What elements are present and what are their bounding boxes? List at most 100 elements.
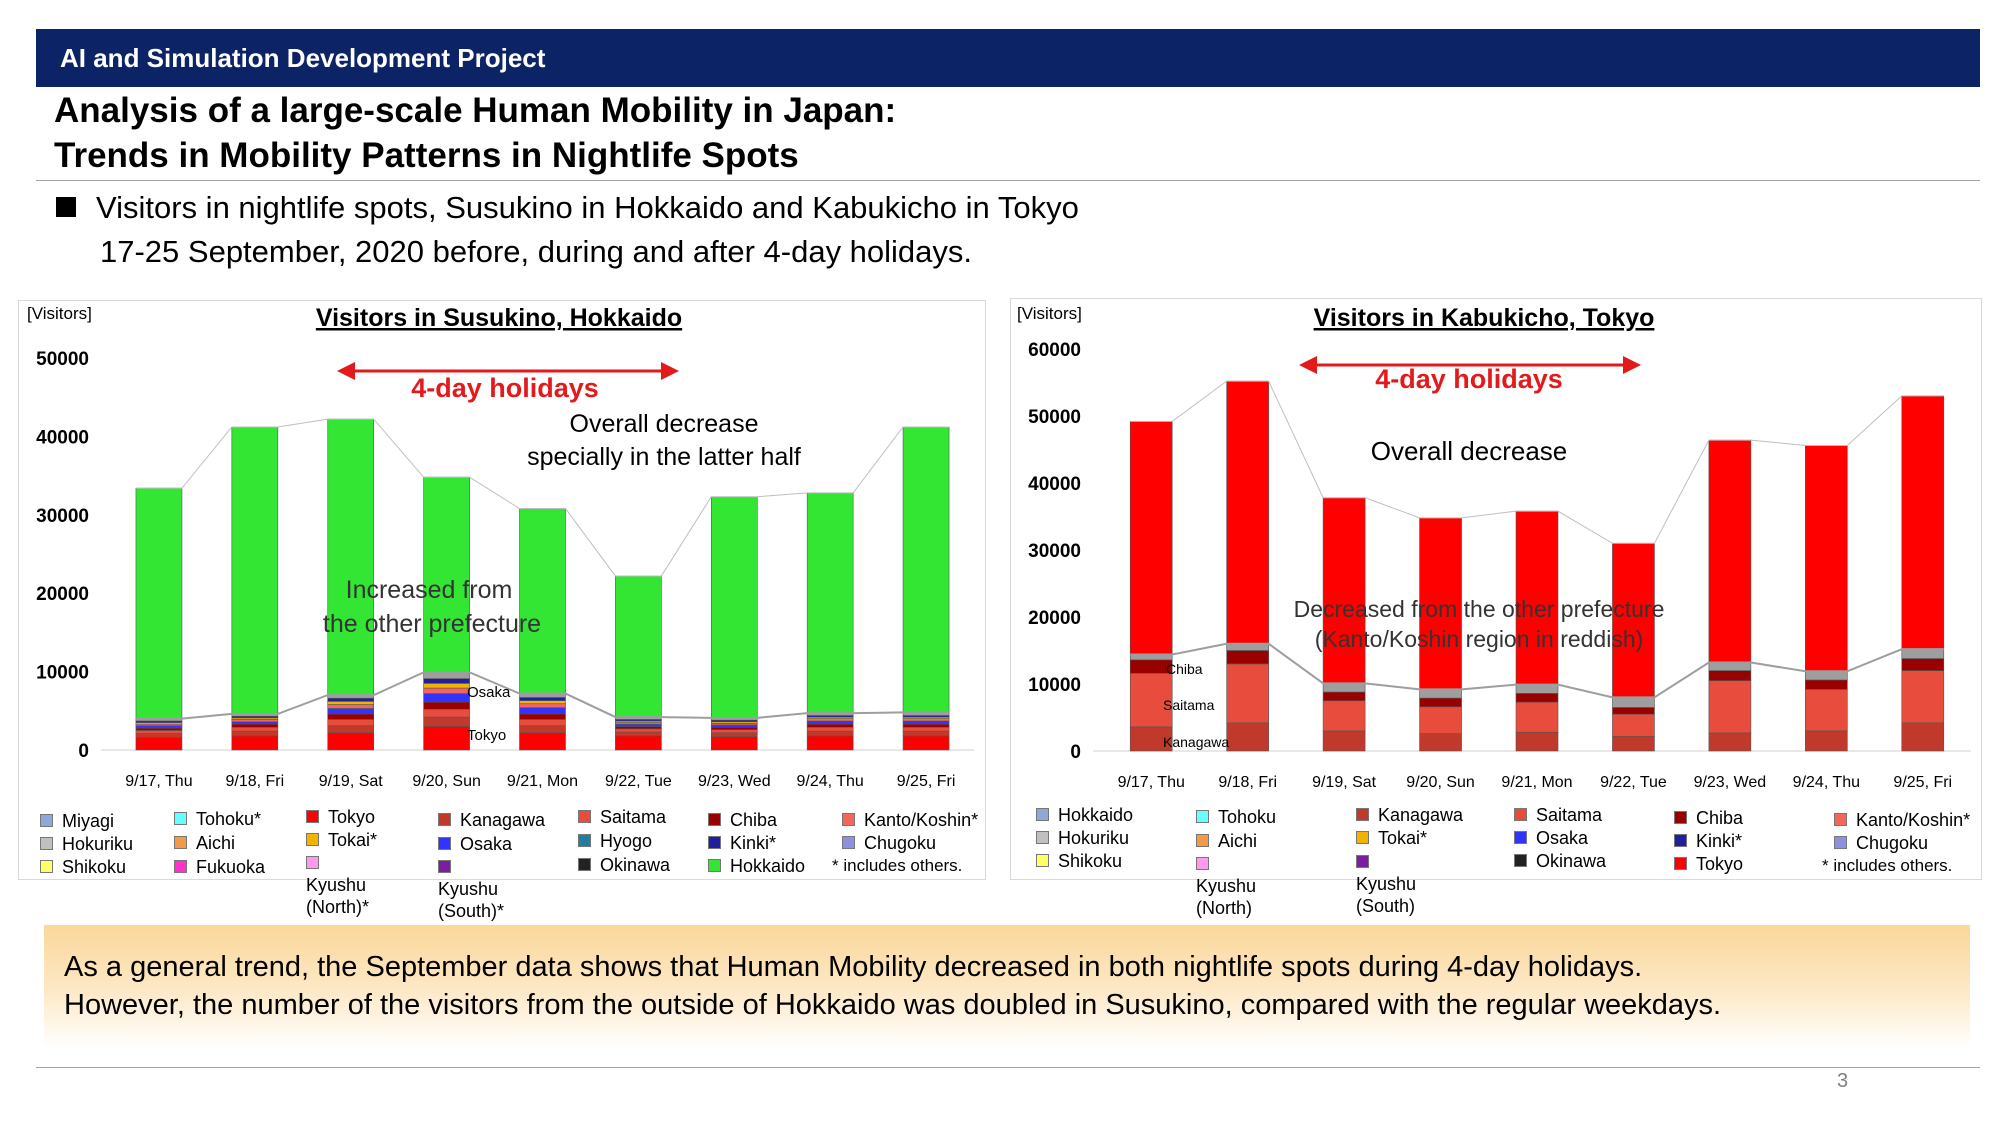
bar-segment (1226, 380, 1269, 645)
holiday-label: 4-day holidays (411, 373, 599, 403)
holiday-arrow-left-head (1299, 356, 1317, 374)
bar-segment (1612, 697, 1655, 708)
bar-segment (231, 735, 279, 751)
legend-item: Saitama (1514, 804, 1602, 826)
legend-item: Osaka (438, 833, 512, 855)
bar-segment (1708, 670, 1752, 681)
other-prefecture-connector-line (135, 671, 950, 720)
bar-segment (1322, 700, 1366, 732)
legend-item: Kyushu (South) (1356, 851, 1436, 917)
y-tick-label: 0 (1070, 742, 1081, 763)
bar-segment (1612, 735, 1655, 752)
chart-annotation: Overall decrease (1371, 436, 1568, 466)
legend-item: Kinki* (708, 832, 776, 854)
bar-segment (902, 735, 950, 751)
x-tick-label: 9/19, Sat (1312, 774, 1377, 791)
susukino-chart: 0 10000 20000 30000 40000 50000 [Visitors] Visi… (27, 304, 974, 790)
kabukicho-chart-panel: 0 10000 20000 30000 40000 50000 60000 [Visitors… (1010, 298, 1982, 880)
legend-item: Shikoku (40, 856, 126, 878)
bar-segment (1901, 722, 1945, 752)
bar-segment (1226, 722, 1269, 752)
bar-segment (1901, 395, 1945, 650)
legend-item: Kyushu (South)* (438, 856, 518, 922)
legend-item: Kanto/Koshin* (842, 809, 978, 831)
y-tick-label: 40000 (36, 427, 89, 448)
summary-line-1: As a general trend, the September data s… (64, 951, 1643, 983)
legend-item: Tohoku (1196, 806, 1276, 828)
page-title: Analysis of a large-scale Human Mobility… (54, 88, 896, 178)
x-tick-label: 9/22, Tue (1600, 774, 1667, 791)
bar-segment (231, 726, 279, 732)
x-tick-label: 9/24, Thu (797, 773, 864, 790)
bar-segment (615, 731, 662, 737)
bar-segment (1708, 680, 1752, 734)
legend-item: Tohoku* (174, 808, 261, 830)
bar-segment (1901, 670, 1945, 724)
bar-segment (902, 718, 950, 722)
x-tick-label: 9/23, Wed (698, 773, 771, 790)
bar-segment (519, 713, 566, 720)
bar-segment (135, 733, 183, 738)
bar-segment (1322, 730, 1366, 752)
holiday-arrow-left-head (337, 362, 355, 380)
bar-segment (1129, 672, 1173, 728)
chart-annotation: Chiba (1166, 661, 1203, 677)
legend-item: Saitama (578, 806, 666, 828)
bar-segment (1805, 670, 1848, 681)
bar-segment (519, 703, 566, 708)
bar-segment (1612, 713, 1655, 737)
bar-segment (231, 721, 279, 725)
chart-annotation: Osaka (467, 684, 511, 701)
title-line-1: Analysis of a large-scale Human Mobility… (54, 91, 897, 130)
chart-annotation: Kanagawa (1163, 734, 1229, 750)
x-tick-label: 9/25, Fri (897, 773, 956, 790)
bar-segment (615, 728, 662, 733)
bar-segment (1515, 510, 1559, 685)
bullet-line-2: 17-25 September, 2020 before, during and… (100, 234, 973, 269)
bar-segment (1612, 543, 1655, 698)
bar-segment (1805, 730, 1848, 752)
x-tick-label: 9/22, Tue (605, 773, 672, 790)
bar-segment (327, 732, 375, 751)
x-tick-label: 9/25, Fri (1893, 774, 1952, 791)
bar-segment (806, 730, 854, 737)
bar-segment (1129, 726, 1173, 752)
bar-segment (423, 708, 470, 718)
legend-item: Tokai* (306, 829, 377, 851)
kabukicho-footnote: * includes others. (1822, 856, 1953, 875)
bar-segment (423, 476, 470, 673)
legend-item: Hokkaido (1036, 804, 1133, 826)
legend-item: Kyushu (North)* (306, 852, 386, 918)
chart-annotation: Decreased from the other prefecture (1294, 596, 1665, 622)
bar-segment (1515, 701, 1559, 733)
bar-segment (519, 707, 566, 715)
chart-title: Visitors in Kabukicho, Tokyo (1314, 304, 1655, 332)
holiday-label: 4-day holidays (1375, 364, 1563, 394)
y-tick-label: 0 (78, 741, 89, 762)
y-tick-label: 30000 (36, 506, 89, 527)
y-tick-label: 40000 (1028, 474, 1081, 495)
bar-segment (1419, 517, 1462, 690)
title-divider (36, 180, 1980, 181)
x-tick-label: 9/20, Sun (1406, 774, 1475, 791)
legend-item: Tokai* (1356, 827, 1427, 849)
footer-divider (36, 1067, 1980, 1068)
bar-segment (135, 725, 183, 729)
bar-segment (135, 730, 183, 734)
bar-segment (135, 737, 183, 751)
bar-segment (615, 723, 662, 727)
chart-annotation: (Kanto/Koshin region in reddish) (1315, 626, 1644, 652)
x-tick-label: 9/21, Mon (1501, 774, 1572, 791)
legend-item: Tokyo (306, 806, 375, 828)
bar-segment (327, 704, 375, 709)
bar-segment (902, 426, 950, 713)
bar-segment (1805, 689, 1848, 732)
bar-segment (1226, 650, 1269, 665)
bar-segment (710, 726, 758, 730)
bar-segment (1901, 648, 1945, 659)
summary-box: As a general trend, the September data s… (44, 925, 1970, 1047)
bar-segment (231, 426, 279, 715)
bar-segment (327, 418, 375, 696)
bar-segment (423, 678, 470, 684)
bar-segment (806, 726, 854, 732)
